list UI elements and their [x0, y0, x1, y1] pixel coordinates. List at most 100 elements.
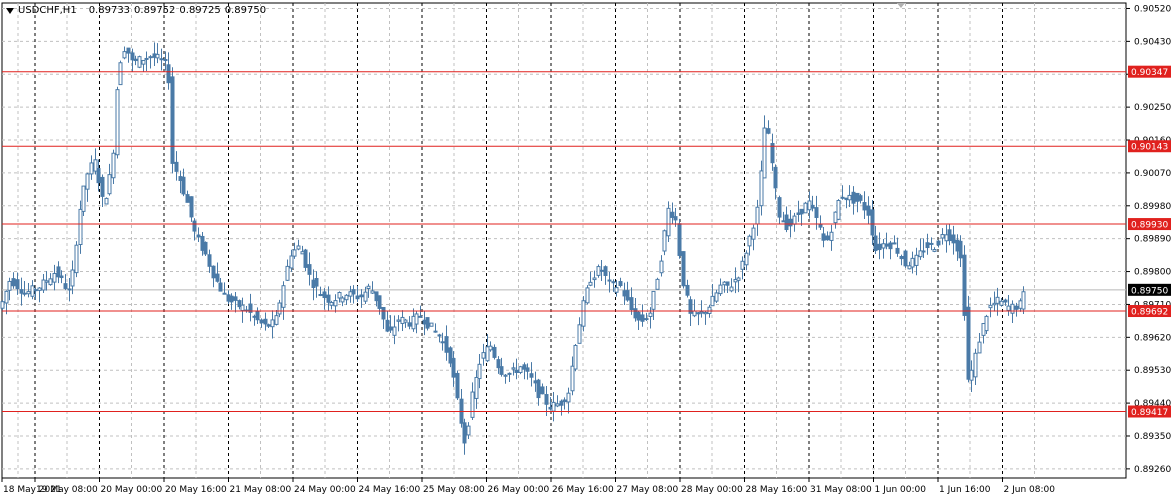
y-tick-label: 0.90520: [1134, 4, 1171, 14]
candle-body: [770, 142, 775, 164]
candle-body: [714, 292, 719, 302]
candle-body: [33, 289, 38, 292]
candle-body: [603, 266, 608, 276]
candle-body: [292, 249, 297, 257]
candle-body: [248, 303, 253, 313]
candle-body: [429, 322, 434, 327]
candle-body: [52, 273, 57, 283]
candle-body: [263, 318, 268, 325]
candle-body: [992, 302, 997, 306]
candle-body: [329, 301, 334, 306]
candle-body: [314, 278, 319, 287]
candle-body: [240, 304, 245, 312]
dropdown-triangle-icon[interactable]: [6, 7, 14, 14]
candle-body: [614, 287, 619, 293]
candle-body: [511, 367, 516, 370]
x-tick-label: 28 May 00:00: [681, 485, 743, 495]
candle-body: [892, 242, 897, 245]
y-tick-label: 0.90250: [1134, 103, 1171, 113]
candle-body: [551, 401, 556, 412]
level-label: 0.89692: [1131, 308, 1168, 318]
candle-body: [588, 281, 593, 286]
candle-body: [444, 336, 449, 353]
candle-body: [159, 58, 164, 61]
candle-body: [518, 366, 523, 373]
candle-body: [59, 275, 64, 279]
candle-body: [270, 319, 275, 328]
candle-body: [126, 47, 131, 54]
candle-body: [285, 265, 290, 281]
candle-body: [918, 250, 923, 258]
high-price: 0.89752: [134, 5, 176, 16]
candle-body: [237, 300, 242, 308]
candle-body: [22, 292, 27, 295]
candle-body: [607, 279, 612, 282]
x-tick-label: 26 May 00:00: [488, 485, 550, 495]
level-label-bg: [1128, 218, 1171, 231]
candle-body: [718, 284, 723, 295]
candle-body: [710, 295, 715, 307]
candle-body: [870, 209, 875, 236]
candle-body: [137, 56, 142, 68]
candle-body: [755, 206, 760, 225]
candle-body: [359, 294, 364, 298]
candle-body: [307, 264, 312, 275]
candle-body: [11, 278, 16, 287]
candle-body: [951, 234, 956, 244]
candle-body: [514, 369, 519, 373]
candle-body: [170, 76, 175, 164]
candle-body: [947, 229, 952, 242]
x-tick-label: 18 May 2021: [3, 485, 62, 495]
candle-body: [203, 241, 208, 255]
candle-body: [818, 224, 823, 228]
current-price-tag-bg: [1128, 283, 1171, 296]
candle-body: [540, 386, 545, 395]
candle-body: [814, 207, 819, 218]
candle-body: [433, 330, 438, 333]
candle-body: [788, 218, 793, 227]
x-tick-label: 27 May 08:00: [617, 485, 679, 495]
candle-body: [377, 295, 382, 309]
candle-body: [81, 185, 86, 212]
candle-body: [174, 161, 179, 172]
candle-body: [999, 300, 1004, 306]
candle-body: [1014, 305, 1019, 310]
candle-body: [699, 311, 704, 314]
candle-body: [777, 197, 782, 218]
candle-body: [899, 256, 904, 260]
candle-body: [725, 281, 730, 286]
x-tick-label: 1 Jun 00:00: [875, 485, 927, 495]
candle-body: [573, 344, 578, 370]
candle-body: [477, 363, 482, 380]
candle-body: [274, 315, 279, 325]
candle-body: [655, 278, 660, 290]
candle-body: [803, 202, 808, 214]
candle-body: [481, 352, 486, 359]
candle-body: [910, 257, 915, 268]
level-label: 0.90347: [1131, 68, 1168, 78]
candle-body: [1010, 303, 1015, 314]
candle-body: [611, 281, 616, 284]
candle-body: [211, 265, 216, 279]
candle-body: [799, 208, 804, 215]
candle-body: [70, 269, 75, 287]
level-label-bg: [1128, 65, 1171, 78]
y-tick-label: 0.89260: [1134, 465, 1171, 475]
x-tick-label: 1 Jun 16:00: [939, 485, 991, 495]
candle-body: [903, 250, 908, 267]
symbol-header[interactable]: USDCHF,H1 0.89733 0.89752 0.89725 0.8975…: [6, 5, 266, 16]
x-tick-label: 20 May 00:00: [101, 485, 163, 495]
candle-body: [115, 89, 120, 156]
candle-body: [792, 215, 797, 225]
candle-body: [932, 249, 937, 252]
candle-body: [507, 372, 512, 375]
candle-body: [0, 301, 5, 309]
candle-body: [525, 367, 530, 372]
candle-body: [277, 302, 282, 315]
candle-body: [555, 403, 560, 407]
open-price: 0.89733: [88, 5, 131, 16]
candle-body: [396, 319, 401, 322]
y-tick-label: 0.89980: [1134, 202, 1171, 212]
candle-body: [259, 319, 264, 324]
